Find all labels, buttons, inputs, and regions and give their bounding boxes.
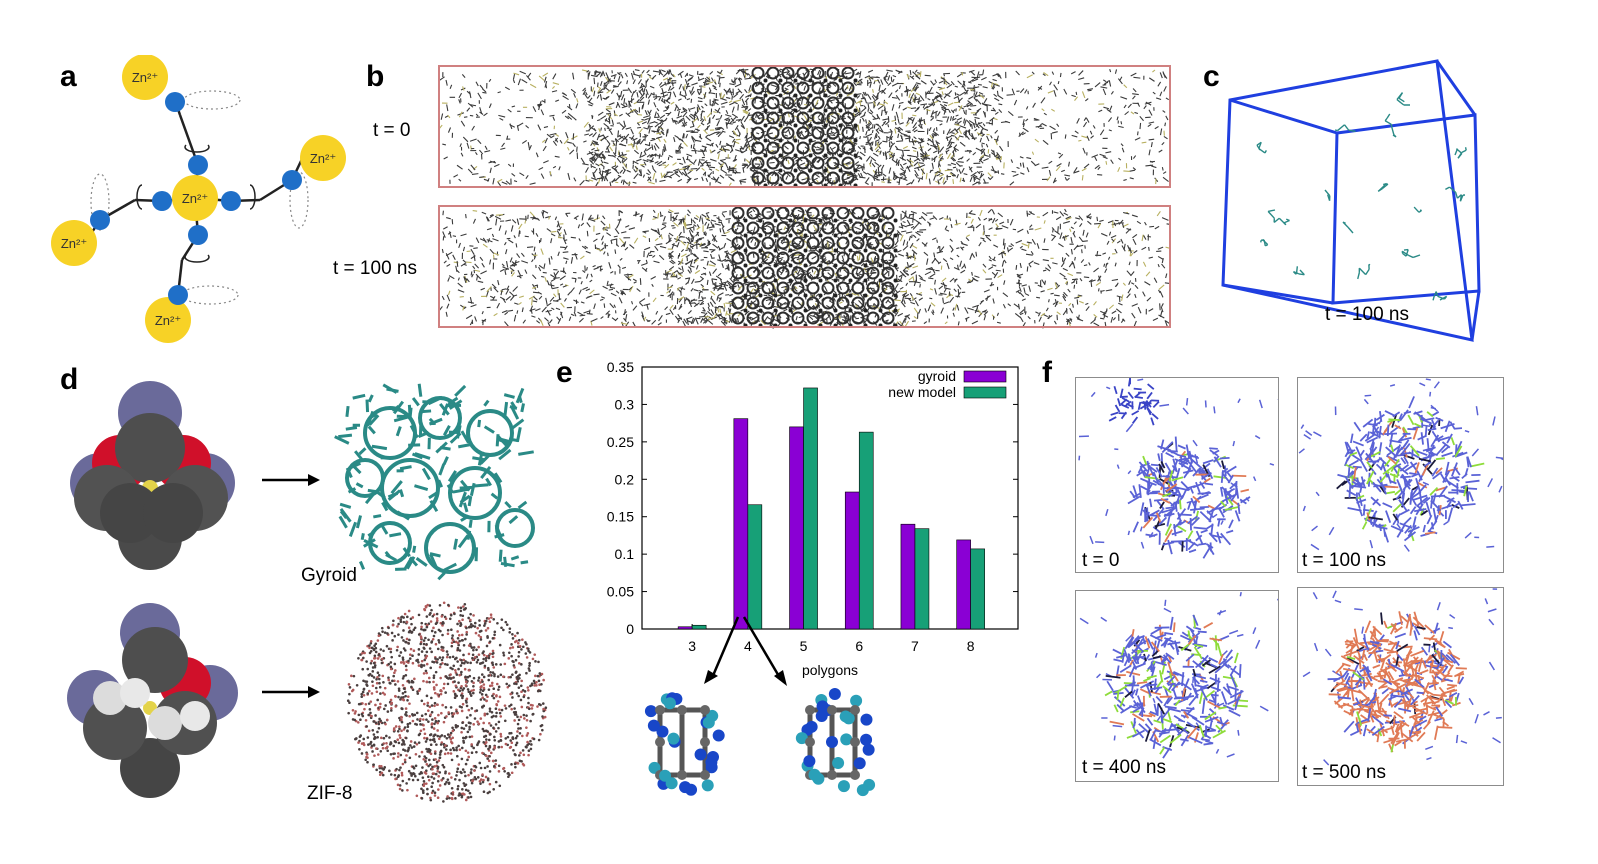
simulation-box-t100 [438,205,1171,329]
x-tick-label: 7 [911,638,919,654]
y-tick-label: 0.3 [615,396,635,412]
bar-new-model-4 [747,504,763,630]
bar-gyroid-8 [956,539,971,630]
zn-ions [51,55,346,343]
zif8-structure [346,601,548,803]
y-tick-label: 0 [626,621,634,637]
zn-label: Zn²⁺ [310,151,336,166]
legend-swatch [963,370,1007,383]
x-tick-label: 4 [744,638,752,654]
rotation-arrows [136,144,256,263]
zn-coordination-diagram: Zn²⁺ Zn²⁺ Zn²⁺ Zn²⁺ Zn²⁺ [51,55,346,343]
legend-swatch [963,386,1007,399]
molecule-model-top [70,381,235,570]
snapshot-t400: t = 400 ns [1075,590,1283,782]
cage-structure-right [795,687,876,797]
panel-label-c: c [1203,60,1220,93]
bar-new-model-8 [970,548,985,630]
bar-gyroid-3 [677,626,693,630]
time-label: t = 100 ns [333,258,417,279]
zn-ion [122,55,168,100]
panel-label-a: a [60,60,77,93]
y-tick-label: 0.1 [615,546,635,562]
zn-label: Zn²⁺ [132,70,158,85]
bar-new-model-3 [691,624,707,630]
time-label: t = 400 ns [1082,757,1166,778]
bar-gyroid-7 [900,523,916,630]
structure-label-zif8: ZIF-8 [307,783,353,804]
polygon-bar-chart: 0 0.05 0.1 0.15 0.2 0.25 0.3 0.35 3 4 5 6 7 8 gyroidn… [607,359,1019,678]
box-edges [1221,59,1481,342]
time-label: t = 100 ns [1302,550,1386,571]
cubic-simulation-box: t = 100 ns [1221,59,1481,342]
time-label: t = 0 [1082,550,1120,571]
zn-ion [51,220,97,266]
molecule-model-bottom [67,603,238,798]
arrow-icon [262,686,320,698]
bar-new-model-5 [803,387,818,630]
time-label: t = 500 ns [1302,762,1386,783]
nitrogen-atoms [90,92,302,305]
legend-label: gyroid [918,368,956,384]
arrow-icon [262,474,320,486]
panel-label-b: b [366,60,385,93]
y-tick-label: 0.15 [607,509,634,525]
x-tick-label: 6 [855,638,863,654]
particle-cloud [438,206,1171,329]
time-label: t = 0 [373,120,411,141]
time-label: t = 100 ns [1325,304,1409,325]
y-tick-label: 0.25 [607,434,634,450]
bar-new-model-7 [914,528,930,630]
bar-gyroid-4 [733,418,749,630]
x-tick-label: 8 [967,638,975,654]
x-tick-label: 5 [800,638,808,654]
simulation-box-t0 [438,65,1171,188]
zn-ion [300,135,346,181]
snapshot-t0: t = 0 [1075,376,1283,573]
particle-cloud [438,66,1170,188]
panel-label-f: f [1042,356,1052,389]
plot-frame [641,366,1019,630]
bar-gyroid-6 [844,491,860,630]
dispersed-clusters [1256,92,1467,301]
gyroid-structure [334,383,535,581]
structure-label-gyroid: Gyroid [301,565,357,586]
legend-label: new model [888,384,956,400]
zn-label: Zn²⁺ [155,313,181,328]
x-tick-label: 3 [688,638,696,654]
bar-gyroid-5 [789,426,804,630]
zn-label: Zn²⁺ [61,236,87,251]
zn-label: Zn²⁺ [182,191,208,206]
cage-structure-left [644,692,725,796]
zn-ion [172,175,218,221]
snapshot-t500: t = 500 ns [1297,587,1504,786]
x-axis-label: polygons [802,662,858,678]
panel-label-e: e [556,356,573,389]
bar-new-model-6 [858,431,874,630]
snapshot-t100: t = 100 ns [1297,377,1508,573]
callout-arrows [704,616,787,686]
y-tick-label: 0.2 [615,471,635,487]
zn-ion [145,297,191,343]
panel-label-d: d [60,363,79,396]
y-tick-label: 0.05 [607,584,634,600]
y-tick-label: 0.35 [607,359,634,375]
